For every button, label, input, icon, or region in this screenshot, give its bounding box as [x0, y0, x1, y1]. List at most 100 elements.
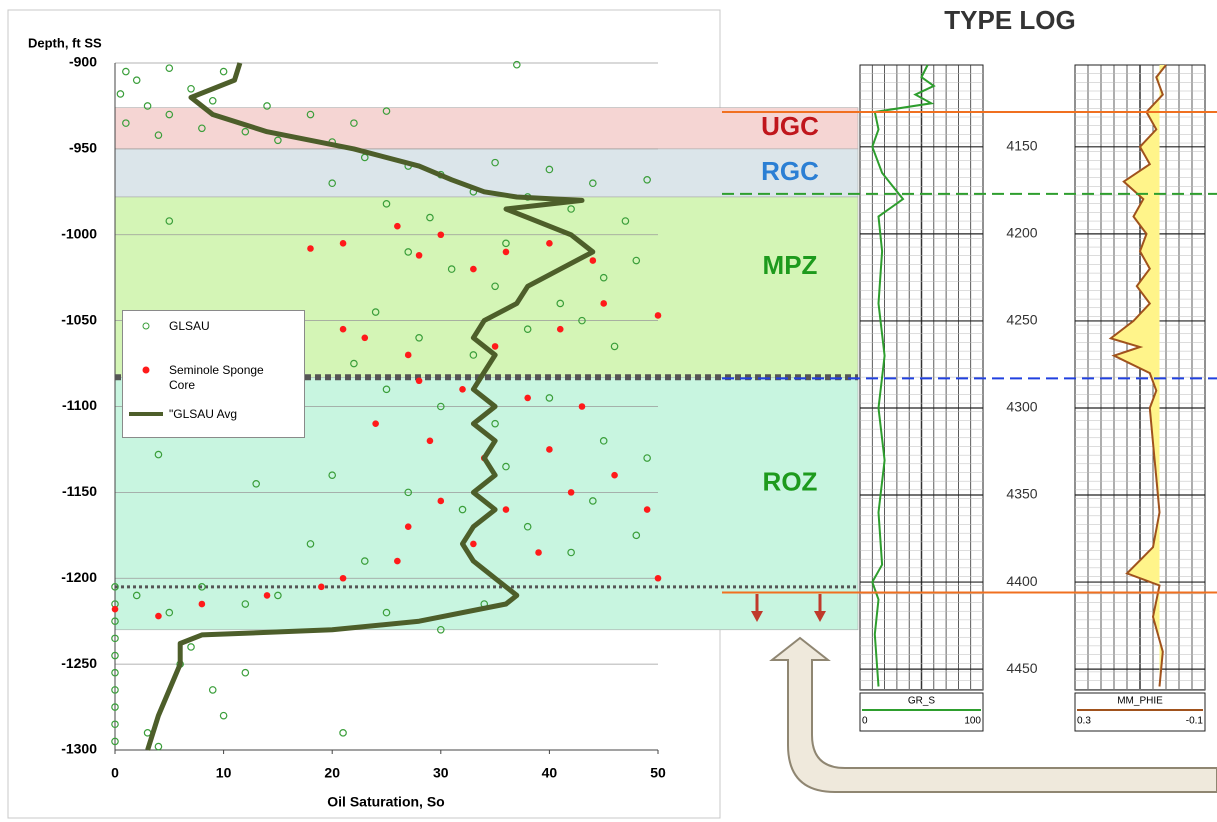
core-point	[654, 312, 662, 319]
core-point	[394, 557, 401, 565]
core-point	[502, 506, 510, 513]
legend-item: Seminole Sponge Core	[123, 363, 289, 393]
glsau-point	[599, 437, 608, 445]
annotation-arrows	[751, 594, 1217, 793]
glsau-point	[274, 136, 282, 145]
legend-symbol	[123, 363, 169, 377]
glsau-point	[350, 119, 358, 127]
glsau-point	[132, 76, 141, 84]
log-title: TYPE LOG	[944, 5, 1075, 35]
glsau-point	[208, 96, 217, 105]
zone-label: RGC	[761, 156, 819, 186]
core-point	[437, 231, 445, 239]
glsau-point	[545, 394, 554, 402]
depth-label: 4250	[1006, 312, 1037, 328]
x-tick-label: 50	[650, 765, 666, 781]
core-point	[339, 240, 347, 247]
glsau-point	[198, 583, 206, 591]
y-tick-label: -1100	[62, 397, 97, 413]
core-point	[372, 420, 379, 427]
depth-label: 4300	[1006, 399, 1037, 415]
glsau-point	[111, 668, 119, 677]
track-name: MM_PHIE	[1117, 696, 1163, 707]
y-tick-label: -1050	[61, 311, 97, 327]
glsau-point	[643, 175, 651, 184]
zone-band	[114, 148, 859, 198]
glsau-point	[122, 119, 130, 127]
glsau-point	[116, 90, 125, 98]
glsau-point	[567, 205, 575, 213]
glsau-point	[274, 591, 282, 600]
legend-item: "GLSAU Avg	[123, 407, 289, 422]
glsau-point	[502, 239, 510, 248]
zone-label: MPZ	[763, 250, 818, 280]
y-tick-label: -1300	[61, 741, 97, 757]
core-point	[546, 446, 553, 453]
glsau-point	[502, 462, 510, 471]
glsau-point	[328, 179, 337, 188]
glsau-point	[241, 127, 250, 136]
legend-marker	[142, 322, 150, 330]
y-tick-label: -1000	[61, 225, 97, 241]
glsau-point	[306, 540, 315, 548]
core-point	[546, 240, 553, 247]
legend: GLSAU Seminole Sponge Core "GLSAU Avg	[122, 310, 305, 438]
glsau-point	[578, 316, 586, 325]
legend-marker	[142, 366, 150, 374]
legend-symbol	[123, 319, 169, 333]
y-tick-label: -1200	[61, 569, 97, 585]
glsau-point	[404, 488, 413, 497]
core-point	[339, 325, 347, 333]
track-scale-left: 0.3	[1077, 716, 1091, 727]
glsau-point	[111, 651, 119, 660]
legend-glyph	[142, 366, 150, 374]
x-tick-label: 20	[324, 765, 340, 781]
track-scale-right: 100	[964, 716, 981, 727]
average-line	[145, 62, 596, 751]
glsau-point	[143, 102, 152, 110]
glsau-point	[165, 110, 174, 119]
glsau-point	[122, 67, 130, 76]
glsau-point	[589, 179, 597, 188]
core-point	[404, 523, 412, 531]
glsau-point	[241, 600, 250, 608]
core-point	[491, 343, 499, 350]
glsau-point	[111, 737, 119, 746]
x-axis-title: Oil Saturation, So	[327, 794, 444, 810]
glsau-point	[567, 548, 575, 557]
depth-label: 4150	[1006, 138, 1037, 154]
track-scale-right: -0.1	[1186, 716, 1204, 727]
glsau-point	[111, 583, 119, 591]
core-point	[578, 403, 586, 410]
depth-label: 4400	[1006, 573, 1037, 589]
glsau-point	[426, 213, 434, 222]
core-point	[470, 265, 477, 273]
glsau-point	[350, 359, 358, 368]
glsau-point	[404, 248, 413, 256]
track-scale-left: 0	[862, 716, 868, 727]
glsau-point	[491, 158, 499, 167]
core-point	[426, 437, 434, 445]
core-point	[437, 497, 445, 505]
core-point	[535, 549, 542, 556]
glsau-point	[219, 711, 228, 720]
glsau-point	[513, 60, 521, 69]
zone-band	[114, 107, 859, 150]
glsau-point	[621, 217, 630, 225]
glsau-point	[469, 351, 478, 359]
legend-label: Seminole Sponge Core	[169, 363, 264, 392]
legend-label: "GLSAU Avg	[169, 407, 238, 421]
legend-glyph	[142, 322, 150, 330]
core-point	[307, 245, 314, 252]
core-point	[361, 334, 369, 342]
glsau-point	[458, 505, 467, 514]
zone-label: UGC	[761, 111, 819, 141]
glsau-point	[165, 217, 174, 225]
glsau-point	[111, 703, 119, 711]
legend-label: GLSAU	[169, 319, 210, 333]
track-name: GR_S	[908, 696, 936, 707]
glsau-point	[154, 450, 163, 459]
porosity-fill	[1110, 65, 1166, 687]
legend-item: GLSAU	[123, 319, 289, 334]
